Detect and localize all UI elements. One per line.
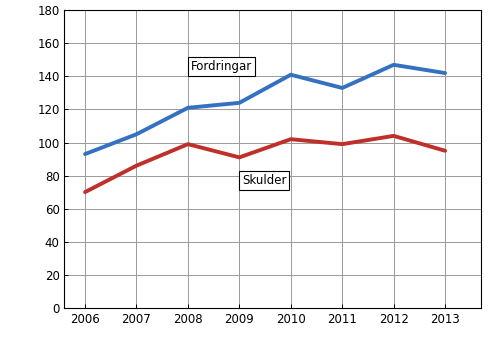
Text: Skulder: Skulder [242,174,286,187]
Text: Fordringar: Fordringar [190,60,252,73]
